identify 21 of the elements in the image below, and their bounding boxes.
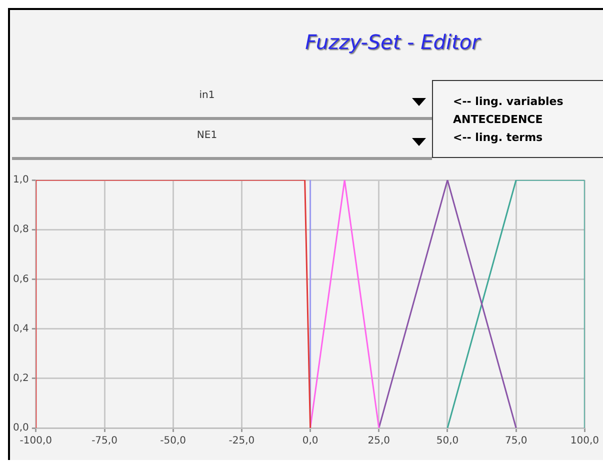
x-tick-label: -100,0 [20, 436, 52, 447]
y-tick-label: 0,8 [12, 224, 29, 236]
y-tick-label: 0,0 [12, 422, 29, 434]
x-tick-label: 100,0 [570, 436, 600, 447]
text: <-- ling. terms [453, 130, 544, 146]
x-tick-label: -25,0 [228, 436, 255, 447]
x-tick-label: 75,0 [504, 436, 528, 447]
x-tick-label: 50,0 [436, 436, 459, 447]
x-tick-label: -50,0 [160, 436, 186, 447]
x-tick-label: 0,0 [302, 436, 318, 447]
x-tick-label: 25,0 [368, 436, 390, 447]
y-tick-label: 1,0 [12, 174, 29, 186]
y-tick-label: 0,6 [12, 274, 29, 285]
y-tick-label: 0,4 [12, 323, 29, 334]
text: ANTECEDENCE [453, 112, 544, 128]
y-tick-label: 0,2 [12, 372, 29, 384]
text: NE1 [196, 130, 218, 141]
text: <-- ling. variables [453, 94, 564, 110]
chart-title: Fuzzy-Set - Editor [304, 30, 482, 54]
x-tick-label: -75,0 [92, 436, 118, 447]
text: in1 [198, 90, 216, 101]
